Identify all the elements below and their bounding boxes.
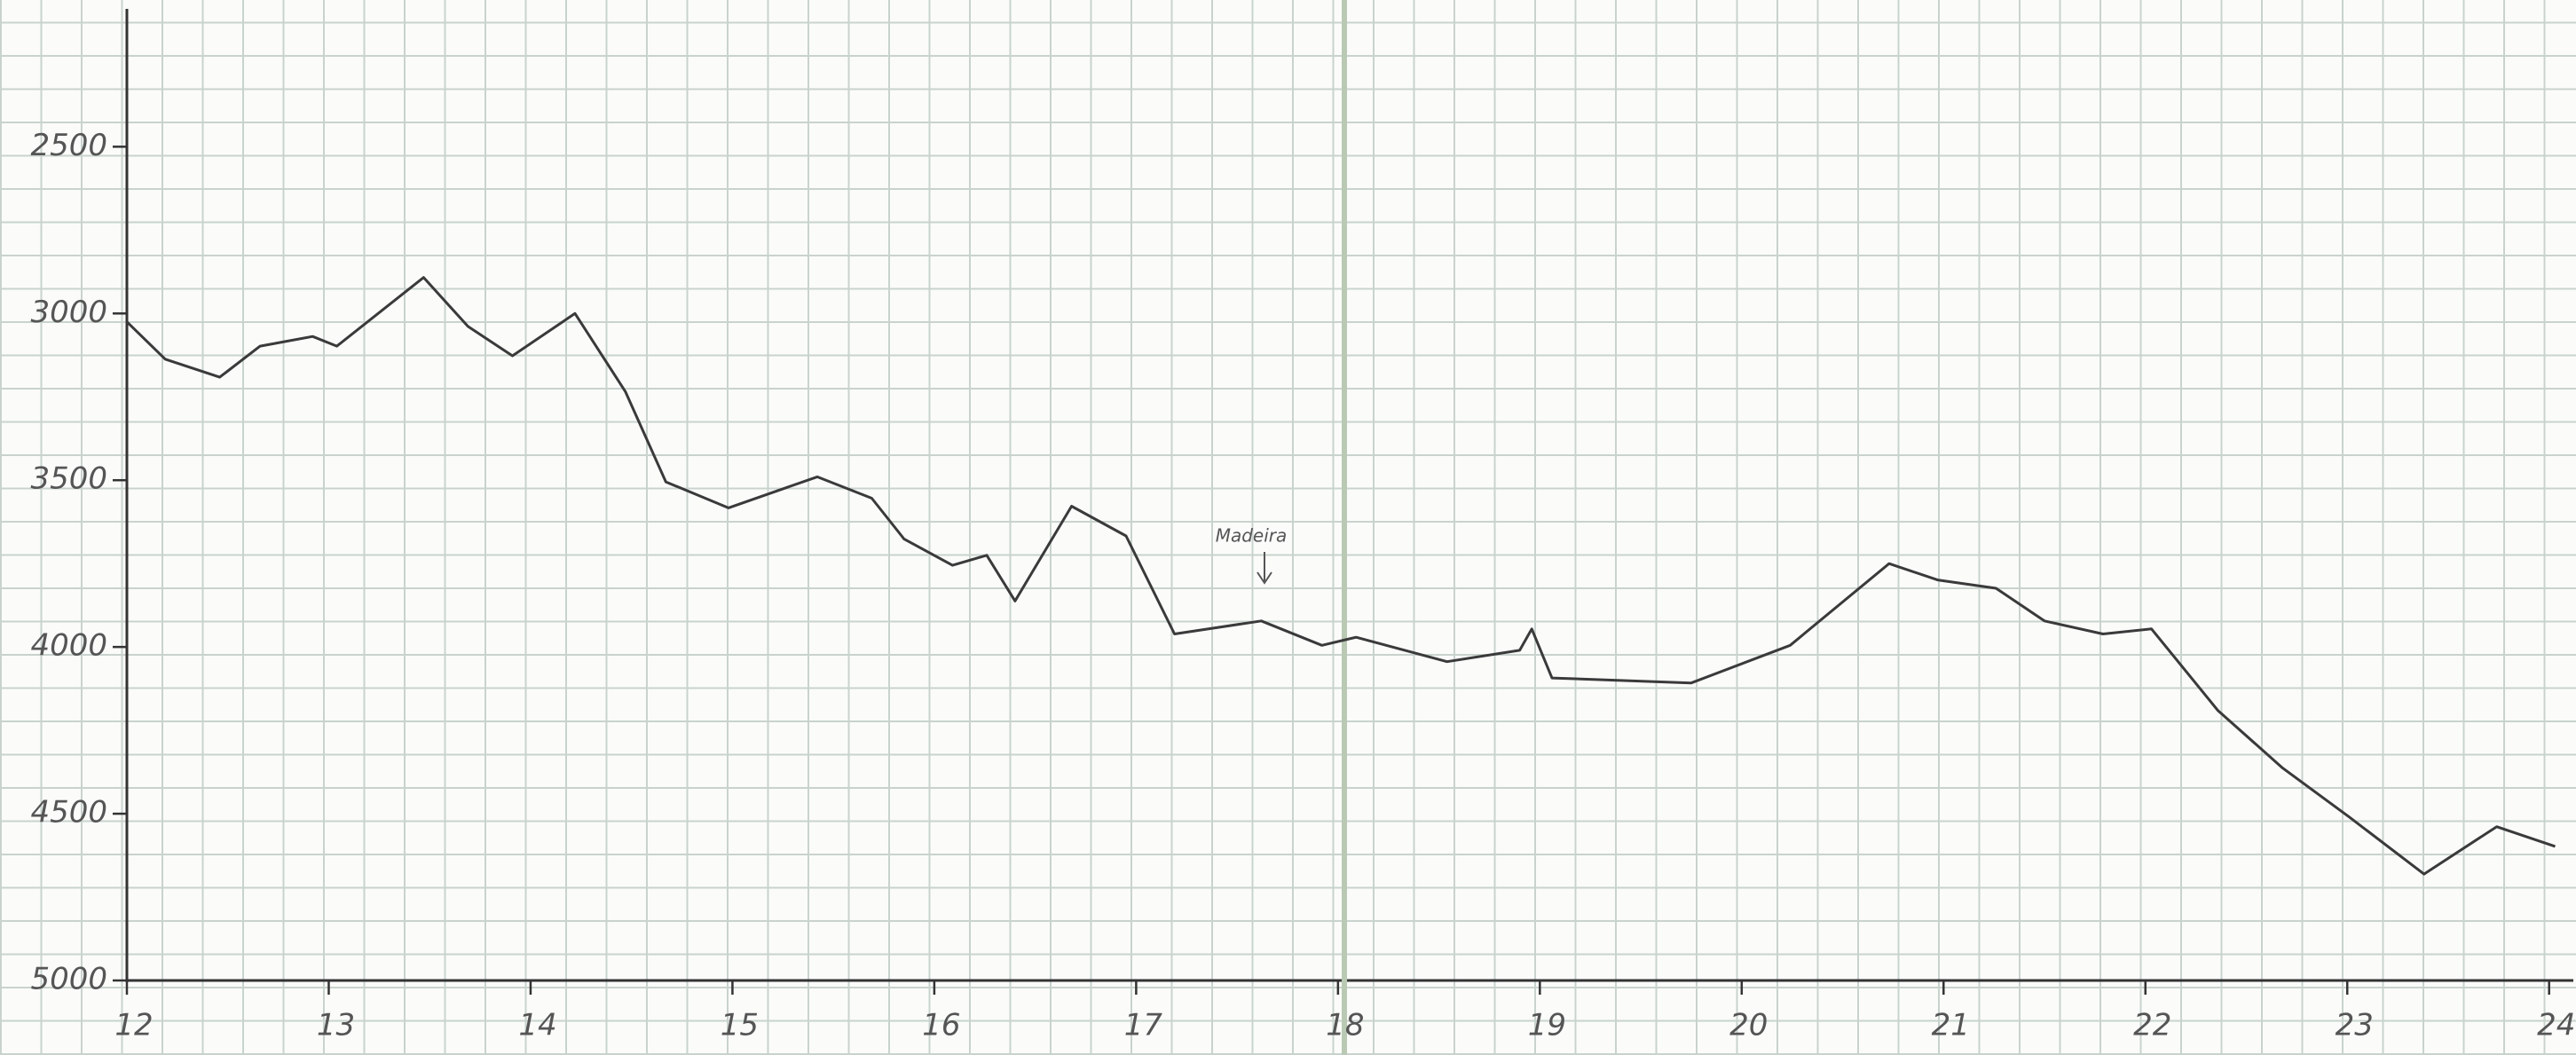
y-tick-label: 4500: [30, 795, 107, 831]
x-tick-label: 19: [1528, 1008, 1566, 1043]
x-tick-label: 16: [922, 1008, 960, 1043]
annotation-arrow: [1256, 552, 1272, 585]
x-tick-label: 21: [1932, 1008, 1970, 1043]
y-tick-label: 2500: [30, 128, 107, 163]
x-tick-label: 14: [518, 1008, 556, 1043]
y-tick-label: 3000: [30, 295, 107, 330]
y-tick-label: 5000: [30, 962, 107, 997]
y-tick-label: 3500: [30, 461, 107, 497]
x-tick-label: 20: [1729, 1008, 1768, 1043]
x-tick-label: 12: [114, 1008, 153, 1043]
annotation: Madeira: [1216, 525, 1288, 547]
x-tick-label: 18: [1326, 1008, 1364, 1043]
x-tick-label: 17: [1124, 1008, 1163, 1043]
x-tick-label: 15: [721, 1008, 759, 1043]
line: [125, 276, 2556, 876]
x-tick-label: 23: [2336, 1008, 2374, 1043]
x-tick-label: 22: [2133, 1008, 2171, 1043]
y-tick-label: 4000: [30, 628, 107, 664]
x-tick-label: 24: [2537, 1008, 2575, 1043]
x-tick-label: 13: [317, 1008, 355, 1043]
